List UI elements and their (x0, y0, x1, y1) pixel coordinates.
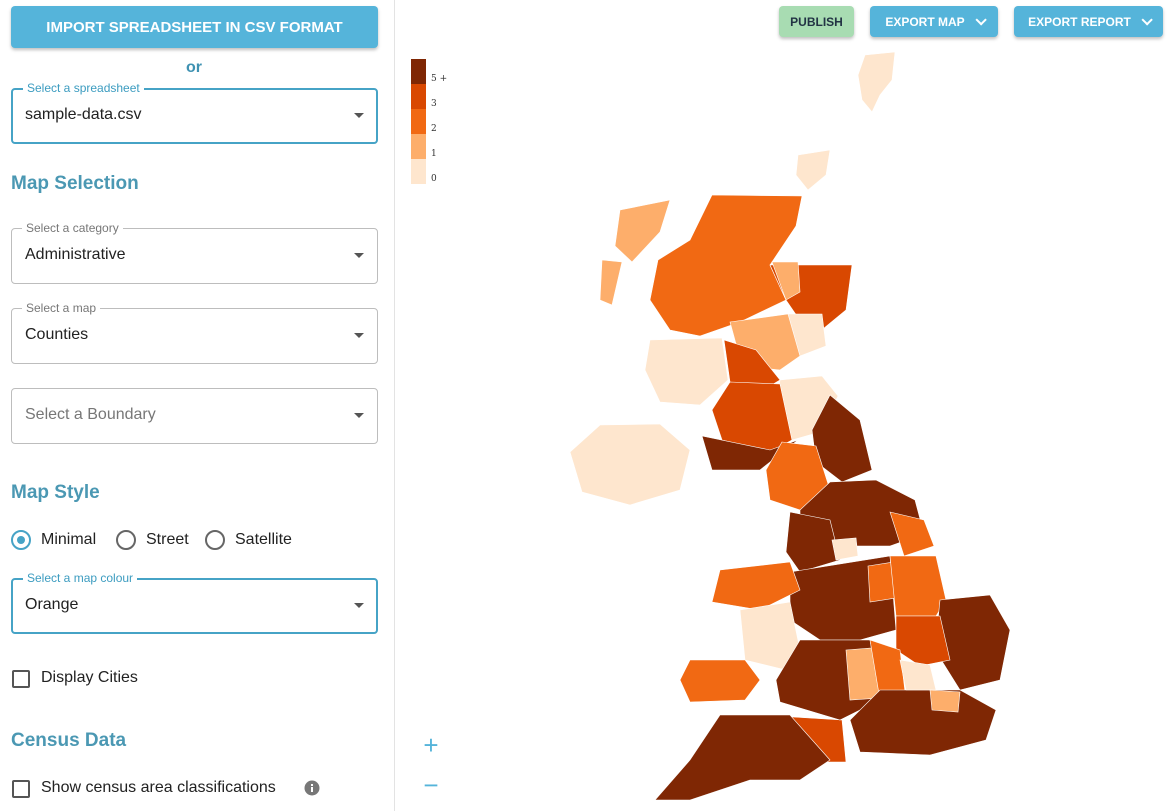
field-label: Select a map colour (23, 571, 138, 585)
legend-swatch (411, 84, 426, 109)
field-label: Select a map (22, 301, 101, 315)
section-heading: Map Selection (11, 173, 139, 194)
spreadsheet-select[interactable]: Select a spreadsheet sample-data.csv (11, 81, 378, 144)
zoom-in[interactable]: + (423, 730, 439, 760)
radio-option[interactable]: Street (116, 530, 189, 550)
section-heading: Map Style (11, 482, 100, 503)
import-button[interactable]: IMPORT SPREADSHEET IN CSV FORMAT (11, 6, 378, 48)
export-map-button[interactable]: EXPORT MAP (870, 6, 998, 37)
radio-label: Minimal (41, 531, 97, 548)
field-value: Administrative (25, 246, 126, 263)
legend-swatch (411, 134, 426, 159)
legend-label: 1 (431, 149, 437, 159)
publish-button[interactable]: PUBLISH (779, 6, 854, 37)
dropdown-arrow (354, 413, 364, 418)
radio-option[interactable]: Satellite (205, 530, 292, 550)
legend-swatch (411, 159, 426, 184)
region[interactable] (771, 261, 801, 301)
region[interactable] (899, 659, 937, 691)
button-label: EXPORT REPORT (1028, 14, 1131, 29)
colour-select[interactable]: Select a map colour Orange (11, 571, 378, 634)
field-placeholder: Select a Boundary (25, 406, 156, 423)
region[interactable] (895, 615, 951, 667)
region[interactable] (831, 537, 859, 561)
region[interactable] (795, 149, 831, 191)
field-label: Select a category (22, 221, 123, 235)
chevron (1141, 13, 1153, 26)
region[interactable] (679, 659, 761, 703)
region[interactable] (654, 714, 831, 801)
field-value: Orange (25, 596, 79, 613)
info-icon[interactable] (304, 780, 320, 796)
region[interactable] (649, 194, 803, 337)
legend-swatch (411, 59, 426, 84)
region[interactable] (711, 561, 801, 611)
legend-label: 5 + (431, 74, 447, 84)
region[interactable] (849, 689, 997, 756)
legend-label: 3 (431, 99, 437, 109)
chevron (975, 13, 987, 26)
dropdown-arrow (354, 603, 364, 608)
field-value: Counties (25, 326, 89, 343)
checkbox-label: Display Cities (41, 669, 138, 686)
dropdown-arrow (354, 333, 364, 338)
map[interactable]: 5 + 3 2 1 0 (395, 40, 1175, 811)
legend-label: 0 (431, 174, 437, 184)
region[interactable] (929, 689, 961, 713)
radio-button (205, 530, 225, 550)
region[interactable] (785, 511, 841, 573)
section-heading: Census Data (11, 730, 127, 751)
boundary-select[interactable]: Select a Boundary (11, 388, 378, 444)
radio-label: Street (146, 531, 189, 548)
dropdown-arrow (354, 253, 364, 258)
radio-button (116, 530, 136, 550)
region[interactable] (889, 511, 935, 557)
region[interactable] (644, 337, 729, 406)
regions (569, 51, 1011, 801)
or-text: or (186, 59, 202, 76)
checkbox[interactable] (12, 780, 30, 798)
radio-label: Satellite (235, 531, 292, 548)
legend-label: 2 (431, 124, 437, 134)
export-report-button[interactable]: EXPORT REPORT (1014, 6, 1163, 37)
field-value: sample-data.csv (25, 106, 142, 123)
dropdown-arrow (354, 113, 364, 118)
checkbox[interactable] (12, 670, 30, 688)
region[interactable] (889, 555, 947, 617)
field-label: Select a spreadsheet (23, 81, 144, 95)
region[interactable] (614, 199, 671, 263)
legend: 5 + 3 2 1 0 (411, 59, 447, 184)
category-select[interactable]: Select a category Administrative (11, 221, 378, 284)
map-select[interactable]: Select a map Counties (11, 301, 378, 364)
region[interactable] (599, 259, 623, 306)
zoom-out[interactable]: − (423, 770, 439, 800)
radio-option[interactable]: Minimal (11, 530, 96, 550)
radio-button (11, 530, 31, 550)
button-label: EXPORT MAP (885, 14, 965, 29)
region[interactable] (857, 51, 896, 113)
sidebar: IMPORT SPREADSHEET IN CSV FORMAT or Sele… (0, 0, 395, 811)
region[interactable] (569, 423, 691, 506)
checkbox-label: Show census area classifications (41, 779, 276, 796)
legend-swatch (411, 109, 426, 134)
